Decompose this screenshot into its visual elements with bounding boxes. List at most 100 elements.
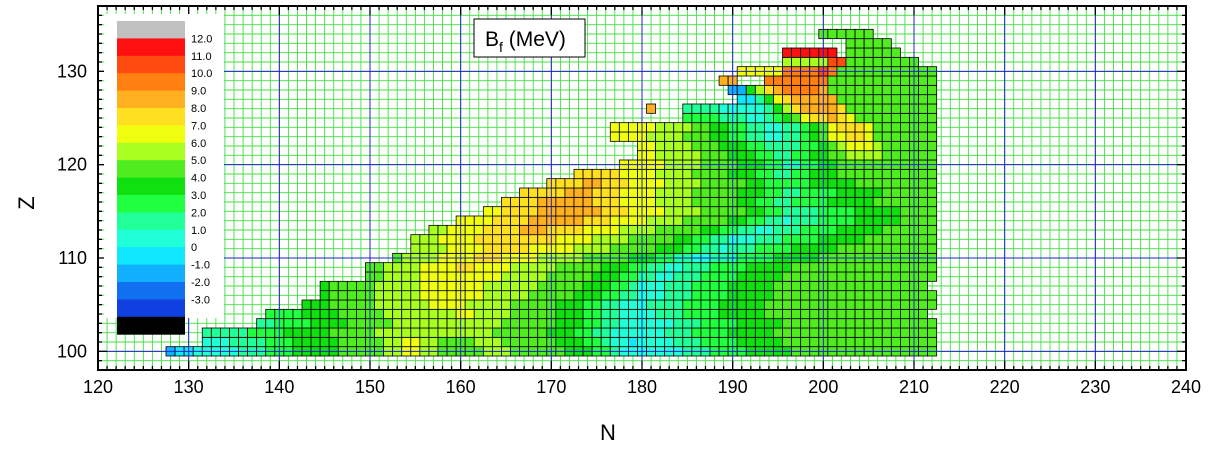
heatmap-cell (609, 224, 620, 236)
heatmap-cell (482, 290, 493, 301)
heatmap-cell (600, 336, 611, 348)
heatmap-cell (754, 290, 765, 301)
heatmap-cell (591, 206, 602, 217)
heatmap-cell (428, 290, 439, 301)
heatmap-cell (800, 47, 811, 58)
heatmap-cell (528, 243, 539, 254)
heatmap-cell (718, 206, 729, 217)
heatmap-cell (655, 271, 666, 282)
heatmap-cell (918, 140, 928, 152)
heatmap-cell (736, 234, 747, 245)
y-axis-label: Z (14, 196, 39, 209)
heatmap-cell (881, 56, 892, 68)
heatmap-cell (872, 206, 883, 217)
heatmap-cell (310, 336, 321, 348)
heatmap-cell (836, 168, 847, 180)
heatmap-cell (682, 299, 693, 310)
heatmap-cell (464, 318, 475, 329)
heatmap-cell (791, 299, 802, 310)
heatmap-cell (446, 262, 457, 273)
heatmap-cell (773, 103, 783, 114)
heatmap-cell (464, 224, 475, 236)
heatmap-cell (845, 187, 856, 198)
y-tick-label: 120 (57, 155, 87, 175)
colorbar-swatch (117, 160, 185, 179)
heatmap-cell (854, 84, 865, 96)
heatmap-cell (827, 47, 838, 58)
heatmap-cell (709, 224, 720, 236)
heatmap-cell (791, 290, 802, 301)
heatmap-cell (764, 318, 774, 329)
heatmap-cell (827, 187, 838, 198)
heatmap-cell (573, 336, 584, 348)
heatmap-cell (890, 150, 901, 161)
heatmap-cell (745, 280, 756, 292)
heatmap-cell (446, 327, 457, 338)
heatmap-cell (709, 243, 720, 254)
heatmap-cell (537, 234, 548, 245)
heatmap-cell (854, 234, 865, 245)
heatmap-cell (383, 318, 394, 329)
heatmap-cell (900, 280, 910, 292)
heatmap-cell (872, 299, 883, 310)
heatmap-cell (764, 94, 774, 105)
heatmap-cell (890, 196, 901, 208)
title-rest: (MeV) (503, 28, 566, 51)
heatmap-cell (745, 327, 756, 338)
heatmap-cell (673, 187, 684, 198)
heatmap-cell (428, 234, 439, 245)
heatmap-cell (618, 196, 629, 208)
heatmap-cell (655, 308, 666, 320)
heatmap-cell (764, 75, 774, 86)
heatmap-cell (836, 140, 847, 152)
heatmap-cell (827, 122, 838, 133)
heatmap-cell (646, 234, 656, 245)
heatmap-cell (863, 280, 874, 292)
heatmap-cell (927, 94, 938, 105)
heatmap-cell (374, 327, 384, 338)
heatmap-cell (854, 75, 865, 86)
heatmap-cell (863, 131, 874, 142)
heatmap-cell (836, 112, 847, 124)
heatmap-cell (646, 131, 656, 142)
heatmap-cell (501, 262, 511, 273)
heatmap-cell (764, 336, 774, 348)
heatmap-cell (355, 308, 366, 320)
heatmap-cell (872, 327, 883, 338)
heatmap-cell (782, 56, 792, 68)
heatmap-cell (900, 178, 910, 189)
heatmap-cell (510, 280, 520, 292)
heatmap-cell (754, 215, 765, 226)
colorbar-swatch (117, 90, 185, 109)
heatmap-cell (900, 299, 910, 310)
heatmap-cell (482, 262, 493, 273)
heatmap-cell (573, 187, 584, 198)
heatmap-cell (682, 150, 693, 161)
heatmap-cell (881, 75, 892, 86)
heatmap-cell (519, 318, 530, 329)
heatmap-cell (673, 178, 684, 189)
heatmap-cell (854, 131, 865, 142)
heatmap-cell (900, 318, 910, 329)
heatmap-cell (628, 308, 638, 320)
heatmap-cell (791, 262, 802, 273)
heatmap-cell (247, 327, 258, 338)
x-tick-label: 160 (446, 377, 476, 397)
heatmap-cell (800, 299, 811, 310)
heatmap-cell (283, 336, 294, 348)
heatmap-cell (346, 327, 357, 338)
heatmap-cell (800, 75, 811, 86)
heatmap-cell (591, 280, 602, 292)
heatmap-cell (736, 224, 747, 236)
heatmap-cell (628, 299, 638, 310)
heatmap-cell (491, 336, 502, 348)
heatmap-cell (482, 215, 493, 226)
heatmap-cell (491, 280, 502, 292)
heatmap-cell (809, 271, 820, 282)
heatmap-cell (501, 206, 511, 217)
heatmap-cell (890, 84, 901, 96)
heatmap-cell (764, 122, 774, 133)
heatmap-cell (537, 280, 548, 292)
heatmap-cell (618, 122, 629, 133)
heatmap-cell (718, 131, 729, 142)
